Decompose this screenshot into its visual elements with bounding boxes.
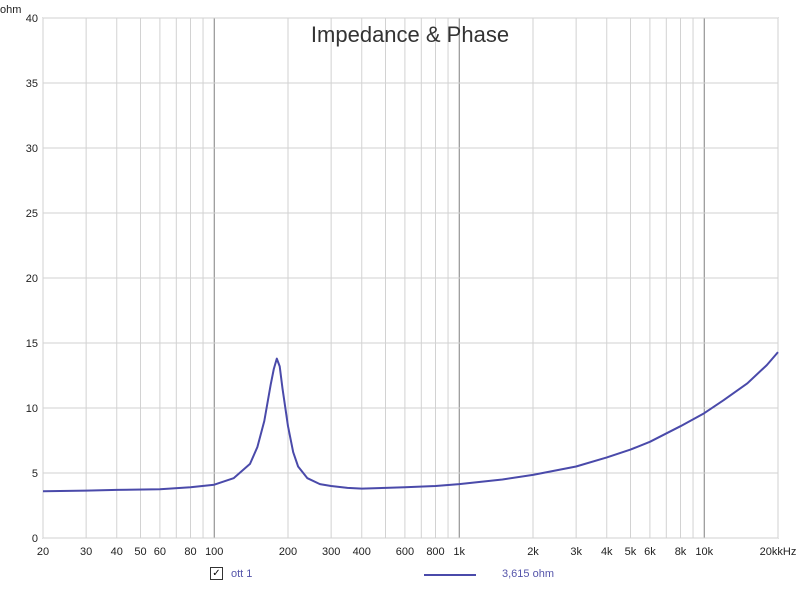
series-layer [42,351,779,493]
impedance-chart: 20 30 40 50 60 80 100 200 300 400 600 800 1k 2k 3k 4k 5k… [0,4,796,558]
x-tick-label: 3k [570,546,582,558]
y-tick-label: 10 [26,403,38,415]
y-tick-label: 25 [26,208,38,220]
y-tick-label: 40 [26,13,38,25]
x-tick-label: 30 [80,546,92,558]
y-tick-labels: 0 5 10 15 20 25 30 35 40 [26,13,38,545]
legend: ✓ ott 1 3,615 ohm [0,562,800,590]
grid-layer [42,17,779,539]
x-tick-labels: 20 30 40 50 60 80 100 200 300 400 600 800 1k 2k 3k 4k 5k… [37,546,796,558]
x-tick-label: 200 [279,546,297,558]
y-tick-label: 0 [32,533,38,545]
x-tick-label: 80 [184,546,196,558]
x-tick-label: 800 [426,546,444,558]
y-tick-label: 30 [26,143,38,155]
x-tick-label: 400 [353,546,371,558]
legend-series-name: ott 1 [231,568,253,580]
x-tick-label: 20kkHz [760,546,797,558]
y-tick-label: 20 [26,273,38,285]
x-tick-label: 4k [601,546,613,558]
x-tick-label: 300 [322,546,340,558]
x-tick-label: 60 [154,546,166,558]
x-tick-label: 1k [453,546,465,558]
chart-title: Impedance & Phase [311,22,509,47]
x-tick-label: 20 [37,546,49,558]
x-tick-label: 8k [675,546,687,558]
x-tick-label: 5k [625,546,637,558]
x-tick-label: 100 [205,546,223,558]
x-tick-label: 600 [396,546,414,558]
y-axis-unit: ohm [0,4,21,16]
x-tick-label: 6k [644,546,656,558]
x-tick-label: 2k [527,546,539,558]
y-tick-label: 15 [26,338,38,350]
legend-checkbox[interactable]: ✓ [210,567,223,580]
legend-line-swatch [424,574,476,576]
x-tick-label: 10k [695,546,713,558]
x-tick-label: 40 [111,546,123,558]
x-tick-label: 50 [134,546,146,558]
series-line-impedance [42,351,779,493]
legend-readout-value: 3,615 ohm [502,568,554,580]
y-tick-label: 35 [26,78,38,90]
y-tick-label: 5 [32,468,38,480]
